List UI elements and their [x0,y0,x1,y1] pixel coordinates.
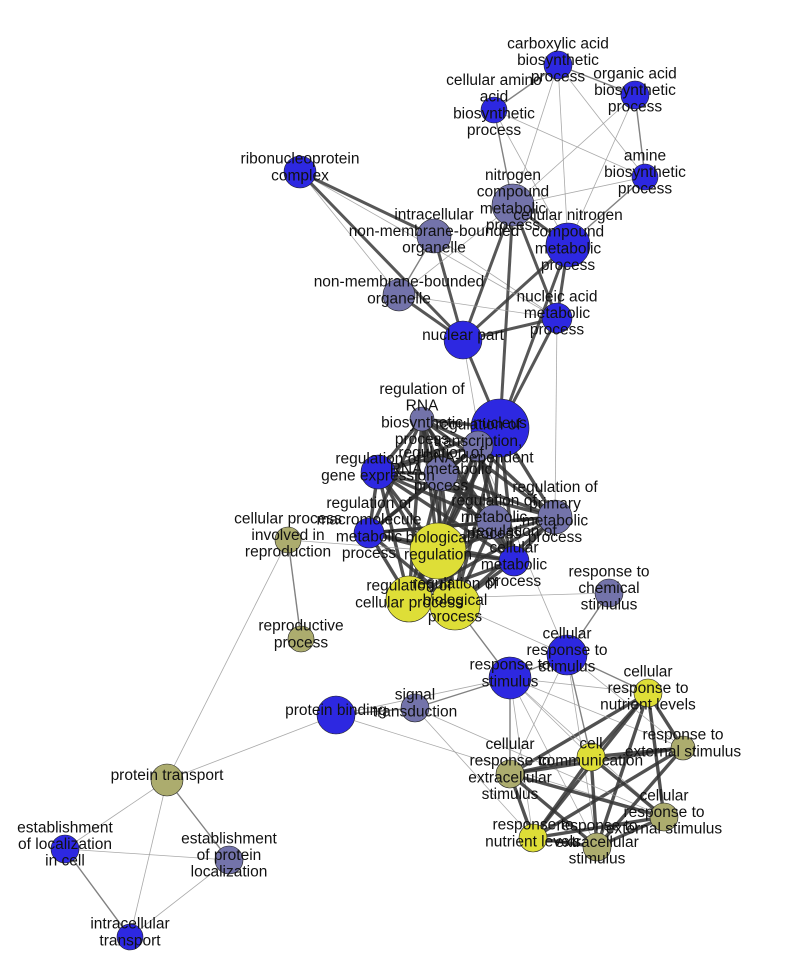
svg-text:nuclear part: nuclear part [422,327,505,344]
svg-text:protein binding: protein binding [285,702,387,719]
svg-text:protein transport: protein transport [111,767,225,784]
